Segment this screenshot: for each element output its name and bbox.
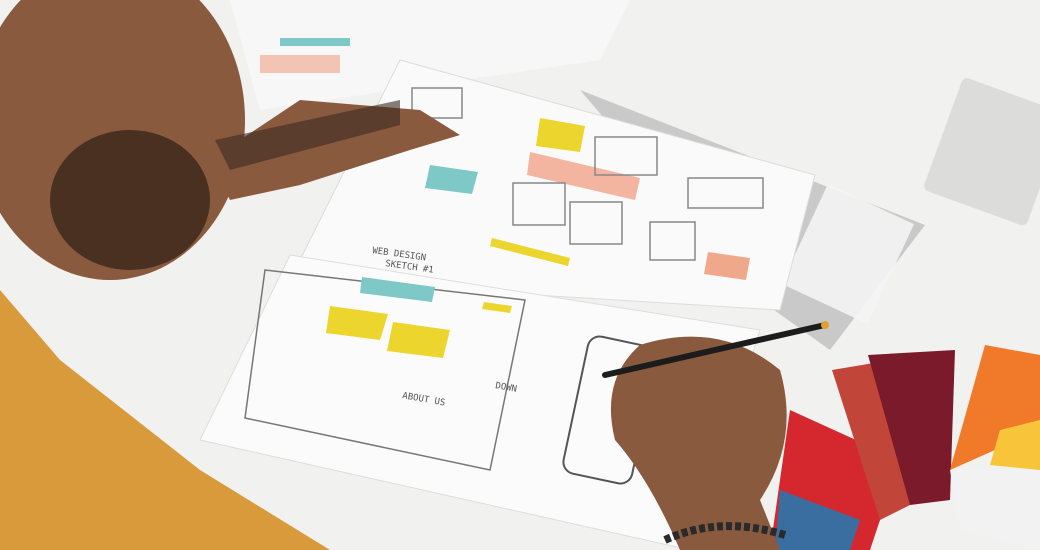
color-swatches — [770, 345, 1040, 550]
yellow-stripe — [490, 238, 570, 266]
yellow-image-1 — [326, 306, 388, 340]
keyboard-keys — [781, 184, 915, 324]
wireframe-boxes — [411, 87, 764, 261]
laptop-corner — [924, 78, 1040, 226]
shirt — [0, 290, 330, 550]
back-teal-bar — [280, 38, 350, 46]
salmon-stripe — [527, 152, 640, 200]
back-paper — [230, 0, 630, 110]
yellow-block — [536, 118, 585, 152]
yellow-image-2 — [387, 322, 450, 358]
back-salmon-block — [260, 55, 340, 73]
header-teal-bar — [360, 277, 435, 302]
yellow-button — [482, 302, 512, 313]
pencil-tip — [821, 321, 829, 329]
teal-block — [425, 165, 478, 194]
salmon-block — [704, 252, 750, 280]
right-hand — [610, 336, 787, 550]
pencil — [602, 322, 828, 378]
down-label: DOWN — [494, 381, 517, 395]
beard — [50, 130, 210, 270]
bead-bracelet — [663, 522, 787, 544]
arm-tattoo — [215, 100, 400, 170]
page-frame — [244, 269, 526, 471]
